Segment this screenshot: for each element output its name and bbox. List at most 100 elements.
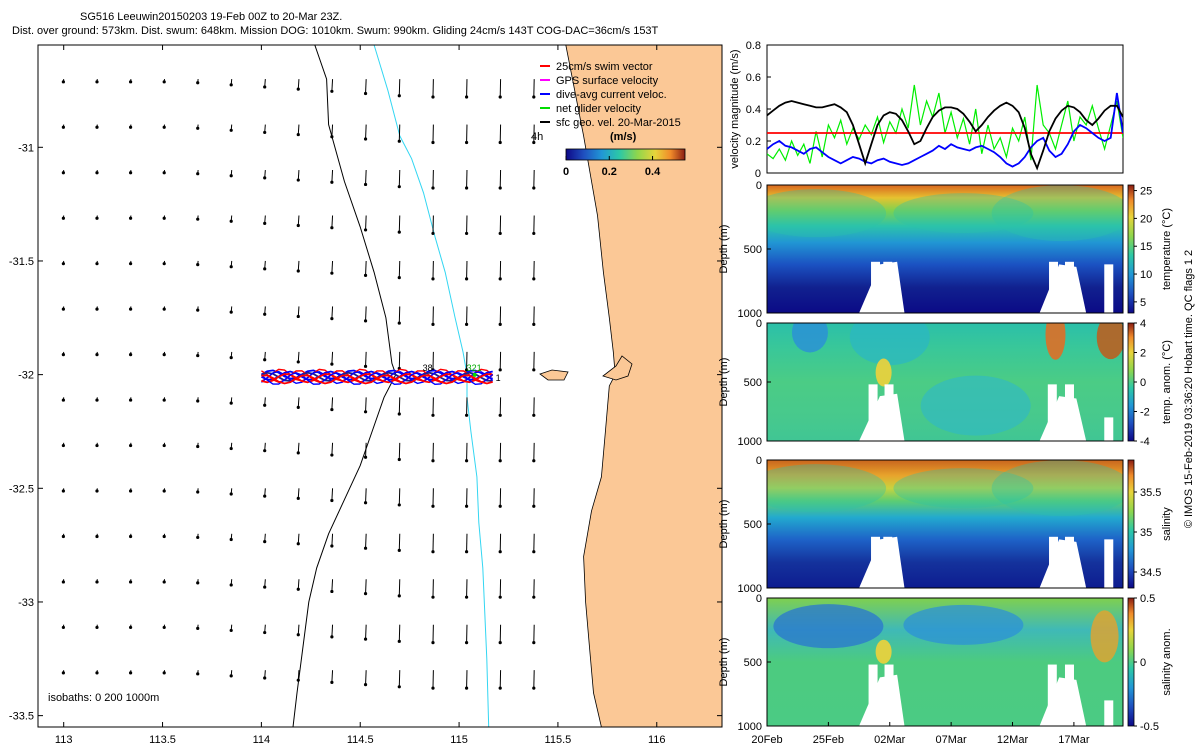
velocity-series xyxy=(767,100,1123,171)
velocity-vector xyxy=(431,306,435,326)
velocity-vector xyxy=(464,533,469,554)
section-x-axis: 20Feb 25Feb 02Mar 07Mar 12Mar 17Mar xyxy=(751,722,1090,746)
colorbar-tick-label: 0 xyxy=(1140,377,1146,389)
map-x-axis: 113 113.5 114 114.5 115 115.5 116 xyxy=(55,45,666,746)
velocity-vector xyxy=(464,351,469,372)
section-panel-temperature: 0 500 1000 Depth (m) 5 10 15 20 25 temperature (°… xyxy=(718,180,1173,320)
colorbar-label: temperature (°C) xyxy=(1161,208,1173,290)
velocity-ytick-label: 0.8 xyxy=(746,40,761,52)
velocity-vector xyxy=(61,215,65,220)
velocity-vector xyxy=(330,624,334,639)
velocity-vector xyxy=(95,215,99,220)
velocity-vector xyxy=(229,624,233,633)
section-colorbar xyxy=(1127,322,1135,442)
section-panel-salinity-anomaly: 0 500 1000 Depth (m) -0.5 0 0.5 salinity anom. xyxy=(718,593,1173,733)
data-gap xyxy=(1104,539,1114,588)
time-tick-label: 25Feb xyxy=(813,734,844,746)
velocity-vector xyxy=(61,624,65,630)
velocity-vector xyxy=(532,170,536,190)
velocity-vector xyxy=(464,397,469,417)
glider-track: 321 38 1 xyxy=(260,363,501,386)
velocity-vector xyxy=(61,306,65,311)
velocity-vector xyxy=(330,488,334,503)
velocity-vector xyxy=(263,79,267,89)
velocity-vector xyxy=(363,397,368,414)
velocity-vector xyxy=(498,124,502,145)
velocity-vector xyxy=(263,124,267,135)
figure-title-line1: SG516 Leeuwin20150203 19-Feb 00Z to 20-M… xyxy=(80,11,343,23)
velocity-vector xyxy=(95,306,99,311)
data-gap xyxy=(1039,264,1087,313)
velocity-vector xyxy=(61,579,65,584)
velocity-vector xyxy=(196,351,200,358)
velocity-vector xyxy=(464,260,469,281)
depth-axis-label: Depth (m) xyxy=(718,358,730,407)
svg-text:dive-avg current veloc.: dive-avg current veloc. xyxy=(556,89,667,101)
velocity-vector xyxy=(431,488,435,508)
velocity-vector xyxy=(532,397,536,417)
colorbar-tick-label: 34.5 xyxy=(1140,567,1161,579)
time-tick-label: 17Mar xyxy=(1058,734,1090,746)
velocity-vector xyxy=(296,533,300,546)
velocity-vector xyxy=(263,215,267,225)
velocity-vector xyxy=(61,79,65,84)
map-xtick-label: 116 xyxy=(648,734,666,746)
map-ytick-label: -33.5 xyxy=(9,711,34,723)
velocity-vector xyxy=(296,670,300,682)
velocity-vector xyxy=(296,397,300,409)
velocity-vector xyxy=(464,624,469,645)
velocity-vector xyxy=(363,306,368,323)
velocity-vector xyxy=(363,579,368,596)
velocity-vector xyxy=(431,579,435,599)
velocity-vector xyxy=(196,533,200,540)
velocity-vector xyxy=(397,442,401,462)
colorbar-tick-label: -4 xyxy=(1140,436,1150,448)
velocity-vector xyxy=(397,579,401,598)
depth-tick-label: 1000 xyxy=(738,308,762,320)
velocity-vector xyxy=(532,442,536,463)
velocity-vector xyxy=(61,488,65,493)
svg-text:net glider velocity: net glider velocity xyxy=(556,103,641,115)
map-xtick-label: 113.5 xyxy=(149,734,176,746)
velocity-vector xyxy=(532,215,536,236)
velocity-ylabel: velocity magnitude (m/s) xyxy=(729,49,741,168)
colorbar-tick-label: -0.5 xyxy=(1140,721,1159,733)
velocity-vector xyxy=(95,624,99,630)
velocity-vector xyxy=(464,170,469,190)
colorbar-tick-label: 0.5 xyxy=(1140,593,1155,605)
isobath-1000m xyxy=(292,45,397,727)
velocity-vector xyxy=(128,579,133,584)
track-segment xyxy=(261,374,493,385)
colorbar-tick-label: 0 xyxy=(1140,657,1146,669)
depth-tick-label: 0 xyxy=(756,593,762,605)
velocity-vector xyxy=(296,579,300,591)
velocity-vector xyxy=(363,124,368,141)
data-gap xyxy=(1039,677,1087,726)
section-colorbar xyxy=(1127,459,1135,589)
colorbar-label: temp. anom. (°C) xyxy=(1161,340,1173,424)
velocity-vector xyxy=(397,624,401,643)
velocity-vector xyxy=(196,488,200,494)
velocity-vector xyxy=(229,260,233,269)
data-gap xyxy=(859,393,905,441)
data-gap xyxy=(1104,264,1114,313)
velocity-vector xyxy=(95,397,99,402)
velocity-vector xyxy=(196,397,200,403)
velocity-vector xyxy=(464,442,469,463)
velocity-vector xyxy=(532,670,536,690)
velocity-vector xyxy=(128,533,133,539)
velocity-vector xyxy=(498,397,502,417)
velocity-vector xyxy=(196,670,200,676)
velocity-vector xyxy=(128,260,133,266)
colorbar-tick-label: 0 xyxy=(563,166,569,178)
velocity-vector xyxy=(431,670,435,690)
figure-title-line2: Dist. over ground: 573km. Dist. swum: 64… xyxy=(12,25,659,37)
velocity-vector xyxy=(464,124,469,145)
velocity-vector xyxy=(162,215,166,220)
velocity-vector xyxy=(296,169,300,182)
velocity-vector xyxy=(296,488,300,500)
velocity-vector xyxy=(61,351,65,357)
data-gap xyxy=(1039,396,1087,441)
velocity-vector xyxy=(431,215,435,236)
